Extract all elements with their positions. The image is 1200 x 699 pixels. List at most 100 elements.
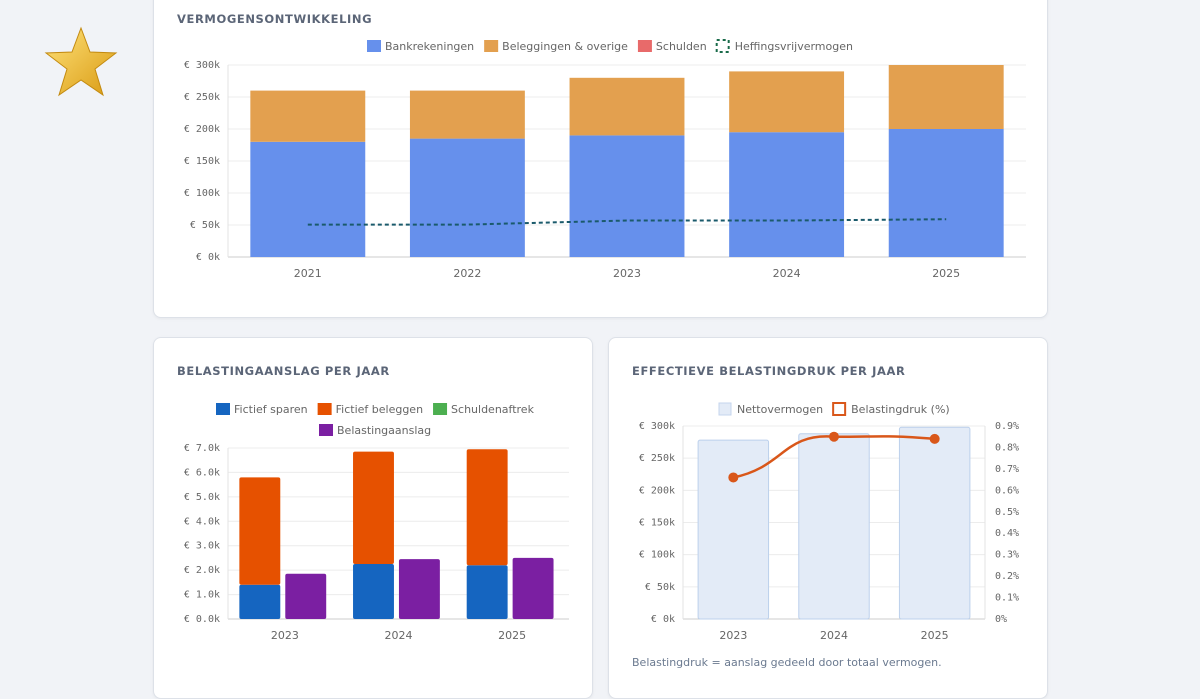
y2-tick-label: 0.5% [995,507,1019,518]
chart-aanslag: € 0.0k € 1.0k € 2.0k € 3.0k € 4.0k € 5.0k € 6.… [184,403,569,642]
bar-bankrekeningen [888,129,1004,257]
bar-beleggingen-overige [888,65,1004,129]
legend-swatch[interactable] [637,40,652,52]
legend-item[interactable]: Belastingdruk (%) [851,403,950,416]
point-belastingdruk [929,433,940,444]
bar-nettovermogen [697,439,770,620]
bar-fictief-beleggen [466,449,508,566]
card-belastingaanslag: BELASTINGAANSLAG PER JAAR € 0.0k € 1.0k € … [153,337,593,699]
x-tick-label: 2021 [294,267,322,280]
x-tick-label: 2024 [820,629,848,642]
y2-tick-label: 0.7% [995,464,1019,475]
x-tick-label: 2024 [385,629,413,642]
bar-belastingaanslag [398,559,440,619]
legend-swatch[interactable] [715,39,730,53]
x-tick-label: 2023 [719,629,747,642]
legend-swatch[interactable] [367,40,381,52]
bar-nettovermogen [798,433,870,620]
y2-tick-label: 0% [995,614,1007,625]
card-vermogensontwikkeling: VERMOGENSONTWIKKELING € 0k € 50k € 100k € 1… [153,0,1048,318]
y-tick-label: € 100k [184,188,220,199]
y-tick-label: € 300k [639,421,675,432]
y-tick-label: € 3.0k [184,541,220,552]
bar-belastingaanslag [512,557,554,619]
y-tick-label: € 300k [184,60,220,71]
legend-swatch[interactable] [433,403,448,415]
bar-bankrekeningen [250,141,366,257]
legend-swatch[interactable] [317,403,332,415]
x-tick-label: 2025 [932,267,960,280]
x-tick-label: 2023 [271,629,299,642]
legend-item[interactable]: Heffingsvrijvermogen [735,40,853,53]
legend-item[interactable]: Beleggingen & overige [502,40,628,53]
line-heffingsvrijvermogen [307,218,947,226]
legend-item[interactable]: Schulden [656,40,707,53]
legend-item[interactable]: Bankrekeningen [385,40,474,53]
y-tick-label: € 2.0k [184,565,220,576]
x-tick-label: 2022 [453,267,481,280]
bar-fictief-beleggen [239,477,281,585]
y-tick-label: € 0k [196,252,220,263]
bar-fictief-sparen [466,565,508,619]
legend-item[interactable]: Belastingaanslag [337,424,431,437]
y-tick-label: € 250k [639,453,675,464]
x-tick-label: 2025 [498,629,526,642]
y-tick-label: € 100k [639,550,675,561]
y2-tick-label: 0.6% [995,485,1019,496]
legend-item[interactable]: Fictief beleggen [336,403,423,416]
x-tick-label: 2024 [773,267,801,280]
legend-item[interactable]: Schuldenaftrek [451,403,535,416]
bar-fictief-sparen [353,564,394,619]
y2-tick-label: 0.4% [995,528,1019,539]
bar-bankrekeningen [569,135,685,257]
card-belastingdruk: EFFECTIEVE BELASTINGDRUK PER JAAR € 0k € … [608,337,1048,699]
bar-beleggingen-overige [250,90,366,142]
point-belastingdruk [829,431,839,442]
bar-beleggingen-overige [729,71,845,133]
legend-swatch[interactable] [718,402,732,416]
legend-swatch[interactable] [484,40,499,52]
star-icon [44,26,118,97]
y-tick-label: € 150k [639,518,675,529]
y-tick-label: € 150k [184,156,220,167]
y-tick-label: € 1.0k [184,590,220,601]
bar-beleggingen-overige [569,77,685,136]
chart-belastingdruk: € 0k € 50k € 100k € 150k € 200k € 250k € 300k 0… [639,402,1019,642]
y2-tick-label: 0.1% [995,593,1019,604]
point-belastingdruk [728,472,739,483]
y2-tick-label: 0.3% [995,550,1019,561]
chart-vermogen: € 0k € 50k € 100k € 150k € 200k € 250k € 300k 2… [184,39,1026,280]
x-tick-label: 2023 [613,267,641,280]
y2-tick-label: 0.9% [995,421,1019,432]
x-tick-label: 2025 [921,629,949,642]
bar-fictief-sparen [239,584,281,619]
chart-note: Belastingdruk = aanslag gedeeld door tot… [632,656,942,669]
bar-beleggingen-overige [409,90,525,139]
bar-belastingaanslag [285,573,327,619]
y-tick-label: € 5.0k [184,492,220,503]
chart-title: VERMOGENSONTWIKKELING [177,12,373,26]
bar-fictief-beleggen [353,451,394,565]
chart-title: BELASTINGAANSLAG PER JAAR [177,364,390,378]
bar-bankrekeningen [729,132,845,257]
y2-tick-label: 0.8% [995,442,1019,453]
y-tick-label: € 0.0k [184,614,220,625]
legend-item[interactable]: Fictief sparen [234,403,308,416]
y-tick-label: € 200k [639,485,675,496]
y-tick-label: € 4.0k [184,516,220,527]
bar-nettovermogen [898,426,971,620]
y-tick-label: € 200k [184,124,220,135]
y-tick-label: € 250k [184,92,220,103]
legend-swatch[interactable] [216,403,230,415]
y2-tick-label: 0.2% [995,571,1019,582]
y-tick-label: € 50k [190,220,220,231]
legend-swatch[interactable] [319,424,333,436]
legend-item[interactable]: Nettovermogen [737,403,823,416]
legend-swatch[interactable] [832,402,847,416]
bar-bankrekeningen [409,138,525,257]
y-tick-label: € 50k [645,582,675,593]
y-tick-label: € 7.0k [184,443,220,454]
y-tick-label: € 0k [651,614,675,625]
y-tick-label: € 6.0k [184,467,220,478]
chart-title: EFFECTIEVE BELASTINGDRUK PER JAAR [632,364,906,378]
